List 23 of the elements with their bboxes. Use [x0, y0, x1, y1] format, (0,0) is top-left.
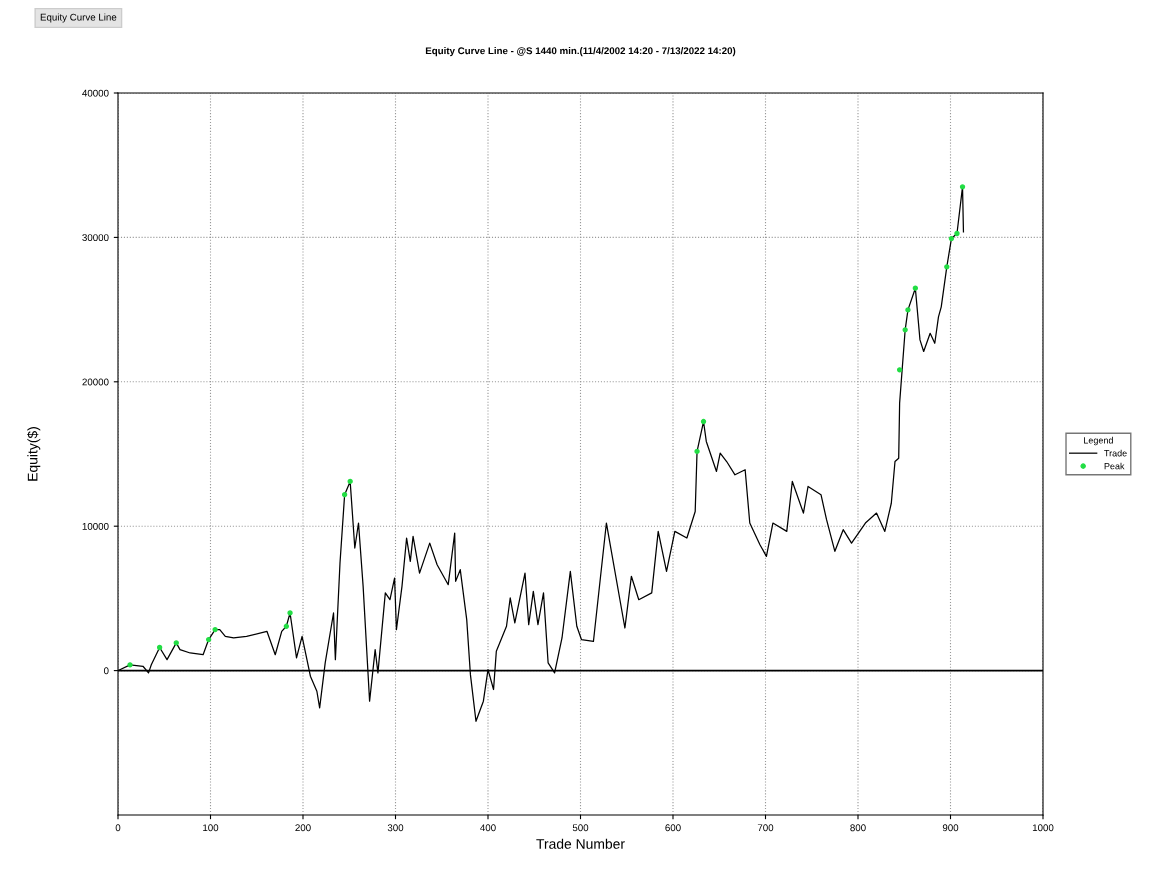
y-tick-label: 20000 — [82, 378, 109, 386]
x-tick-label: 400 — [480, 824, 496, 832]
legend-label: Peak — [1104, 462, 1125, 470]
chart-title: Equity Curve Line - @S 1440 min.(11/4/2002 14:20 - 7/13/2022 14:20) — [425, 47, 736, 57]
x-tick-label: 100 — [203, 824, 219, 832]
y-axis-title: Equity($) — [27, 427, 41, 481]
x-tick-label: 1000 — [1032, 824, 1054, 832]
x-tick-label: 900 — [942, 824, 959, 832]
x-tick-label: 700 — [757, 824, 774, 832]
text: Equity Curve Line — [40, 13, 117, 23]
legend-label: Trade — [1104, 449, 1127, 457]
x-tick-label: 0 — [115, 824, 121, 832]
x-axis-title: Trade Number — [536, 838, 625, 849]
y-tick-label: 10000 — [82, 522, 109, 530]
y-tick-label: 0 — [103, 667, 109, 675]
x-tick-label: 600 — [665, 824, 681, 832]
legend-title: Legend — [1084, 436, 1113, 446]
y-tick-label: 40000 — [82, 89, 109, 97]
y-tick-label: 30000 — [82, 234, 109, 242]
x-tick-label: 200 — [295, 824, 311, 832]
x-tick-label: 500 — [572, 824, 589, 832]
x-tick-label: 300 — [387, 824, 404, 832]
x-tick-label: 800 — [850, 824, 866, 832]
